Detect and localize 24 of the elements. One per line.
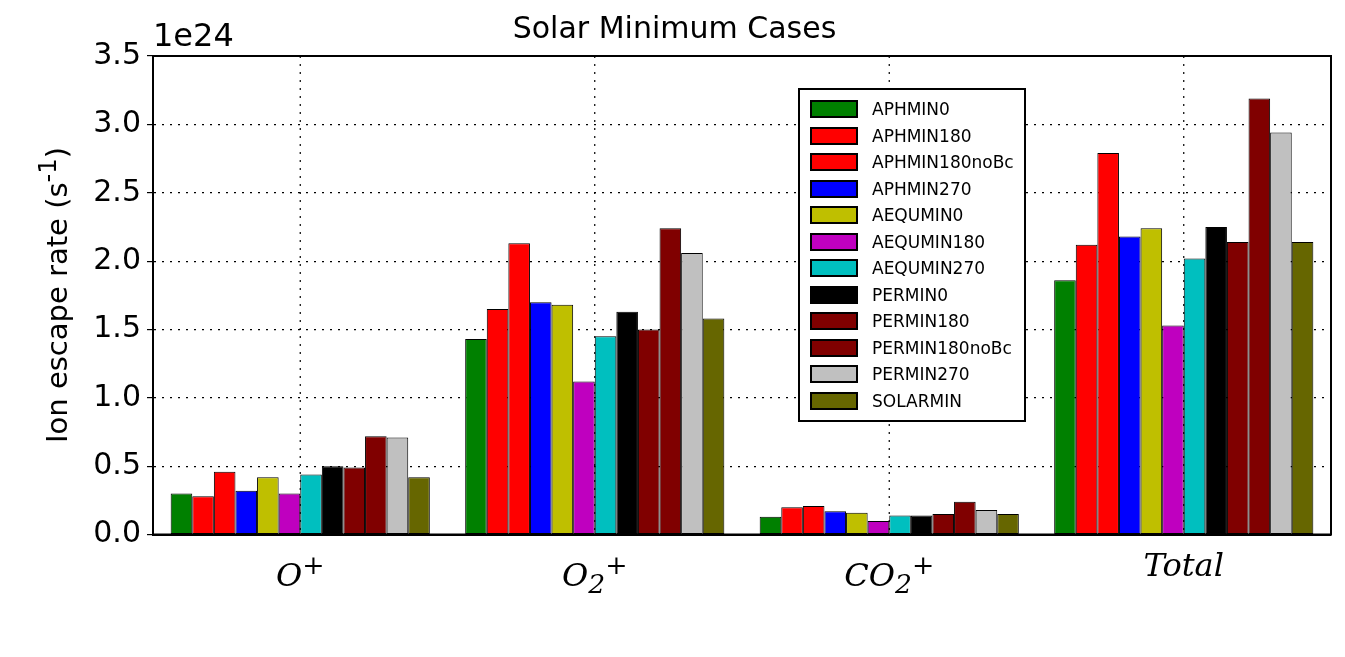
legend-label: APHMIN0: [872, 99, 950, 120]
y-tick-label: 0.0: [93, 514, 141, 550]
legend-label: AEQUMIN270: [872, 258, 986, 279]
legend-label: PERMIN180noBc: [872, 337, 1012, 358]
legend-label: APHMIN270: [872, 178, 972, 199]
legend-label: SOLARMIN: [872, 390, 962, 411]
legend-label: PERMIN270: [872, 364, 970, 385]
text: 1e24: [153, 16, 234, 54]
chart-title: Solar Minimum Cases: [512, 9, 837, 45]
y-tick-label: 3.0: [93, 104, 141, 140]
y-tick-label: 2.5: [93, 172, 141, 208]
y-tick-label: 2.0: [93, 240, 141, 276]
y-tick-label: 1.0: [93, 377, 141, 413]
legend-label: AEQUMIN180: [872, 231, 986, 252]
legend-label: APHMIN180: [872, 125, 972, 146]
legend-label: PERMIN180: [872, 311, 970, 332]
legend-label: AEQUMIN0: [872, 205, 964, 226]
y-tick-label: 1.5: [93, 309, 141, 345]
y-tick-label: 3.5: [93, 35, 141, 71]
legend-label: APHMIN180noBc: [872, 152, 1014, 173]
y-tick-label: 0.5: [93, 446, 141, 482]
legend-label: PERMIN0: [872, 284, 949, 305]
x-tick-label: O$^{+}$: [274, 547, 326, 596]
x-tick-label: Total: [1142, 544, 1225, 586]
